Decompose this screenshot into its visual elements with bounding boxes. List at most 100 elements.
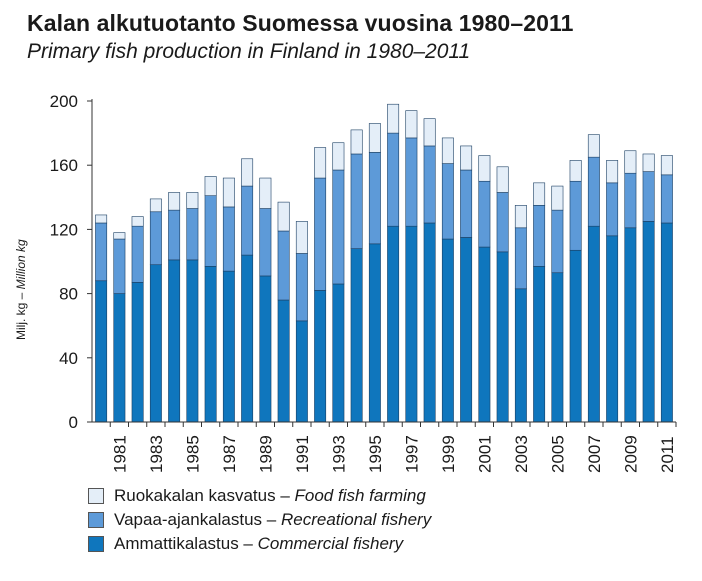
bar-2006-series-0 (569, 249, 582, 423)
bar-1995-series-0 (368, 243, 381, 423)
bar-1984-series-1 (168, 209, 181, 261)
bar-1990-series-1 (277, 230, 290, 301)
y-tick-label: 40 (59, 349, 78, 368)
bar-1991-series-1 (295, 253, 308, 322)
bar-1983-series-0 (149, 264, 162, 423)
chart-subtitle: Primary fish production in Finland in 19… (27, 40, 471, 63)
legend-swatch (88, 512, 104, 528)
bar-2005-series-1 (551, 209, 564, 274)
bar-1986-series-2 (204, 176, 217, 197)
y-tick-labels: 0 40 80 120 160 200 (50, 92, 78, 432)
bar-1987-series-2 (222, 177, 235, 208)
bar-2002-series-0 (496, 251, 509, 423)
legend-swatch (88, 536, 104, 552)
bar-1988-series-2 (241, 158, 254, 187)
legend-item: Ammattikalastus – Commercial fishery (88, 532, 431, 556)
y-tick-label: 160 (50, 156, 78, 175)
y-tick-marks (87, 100, 92, 423)
bar-1990-series-0 (277, 299, 290, 423)
bar-1982-series-0 (131, 282, 144, 423)
bar-2011-series-1 (660, 174, 673, 224)
legend-item: Vapaa-ajankalastus – Recreational fisher… (88, 508, 431, 532)
bar-2006-series-1 (569, 180, 582, 251)
bar-1992-series-2 (314, 147, 327, 179)
bar-1981-series-1 (113, 238, 126, 294)
legend-label-en: Recreational fishery (280, 510, 432, 529)
bar-1995-series-1 (368, 152, 381, 245)
bar-2000-series-1 (460, 169, 473, 238)
bar-1987-series-0 (222, 270, 235, 423)
bar-1994-series-0 (350, 248, 363, 423)
bar-2003-series-0 (514, 288, 527, 423)
bar-1983-series-2 (149, 198, 162, 213)
x-tick-label: 1987 (220, 435, 239, 473)
bar-1983-series-1 (149, 211, 162, 266)
bar-1994-series-2 (350, 129, 363, 155)
x-tick-label: 2009 (621, 435, 640, 473)
y-tick-label: 120 (50, 220, 78, 239)
bar-1984-series-0 (168, 259, 181, 423)
axes (91, 99, 677, 427)
x-tick-label: 1999 (439, 435, 458, 473)
legend-label-fi: Vapaa-ajankalastus (114, 510, 263, 529)
y-tick-label: 0 (69, 413, 78, 432)
bar-1981-series-2 (113, 232, 126, 240)
bar-1995-series-2 (368, 123, 381, 153)
legend-label-en: Food fish farming (294, 486, 426, 505)
bar-1996-series-0 (387, 225, 400, 423)
legend-item: Ruokakalan kasvatus – Food fish farming (88, 484, 431, 508)
bar-1991-series-0 (295, 320, 308, 423)
y-tick-label: 80 (59, 285, 78, 304)
bar-1999-series-2 (441, 137, 454, 164)
bar-1987-series-1 (222, 206, 235, 272)
legend-dash: – (238, 534, 258, 553)
bar-2011-series-2 (660, 155, 673, 176)
x-tick-label: 1995 (366, 435, 385, 473)
bar-1994-series-1 (350, 153, 363, 249)
bar-1981-series-0 (113, 293, 126, 423)
bar-2000-series-0 (460, 237, 473, 423)
bar-1992-series-1 (314, 177, 327, 291)
bar-1985-series-2 (186, 192, 199, 209)
legend-swatch (88, 488, 104, 504)
legend-label-fi: Ammattikalastus (114, 534, 239, 553)
bar-1999-series-1 (441, 163, 454, 240)
bar-2006-series-2 (569, 160, 582, 182)
bar-1984-series-2 (168, 192, 181, 211)
bar-2009-series-0 (624, 227, 637, 423)
bar-1998-series-1 (423, 145, 436, 224)
x-tick-label: 1997 (402, 435, 421, 473)
bar-1986-series-0 (204, 266, 217, 423)
x-tick-label: 2001 (475, 435, 494, 473)
chart-title: Kalan alkutuotanto Suomessa vuosina 1980… (27, 10, 574, 36)
bar-1980-series-0 (95, 280, 108, 423)
bar-1998-series-2 (423, 118, 436, 147)
bar-2001-series-1 (478, 180, 491, 248)
bar-1988-series-0 (241, 254, 254, 423)
bar-1993-series-2 (332, 142, 345, 171)
bar-1993-series-1 (332, 169, 345, 285)
x-tick-label: 1989 (256, 435, 275, 473)
bar-2010-series-1 (642, 171, 655, 222)
x-tick-label: 1985 (183, 435, 202, 473)
bar-2010-series-2 (642, 153, 655, 172)
bar-2008-series-2 (606, 160, 619, 184)
bar-2007-series-0 (587, 225, 600, 423)
bar-1985-series-0 (186, 259, 199, 423)
bar-2005-series-2 (551, 185, 564, 211)
bar-1989-series-1 (259, 208, 272, 277)
bar-2003-series-2 (514, 205, 527, 229)
bar-2011-series-0 (660, 222, 673, 423)
bar-1993-series-0 (332, 283, 345, 423)
bar-2004-series-0 (533, 266, 546, 423)
bar-1982-series-2 (131, 216, 144, 227)
legend-label-en: Commercial fishery (257, 534, 404, 553)
bar-2009-series-1 (624, 172, 637, 229)
x-tick-label: 2007 (585, 435, 604, 473)
x-tick-label: 1983 (147, 435, 166, 473)
bar-2009-series-2 (624, 150, 637, 174)
bar-1997-series-1 (405, 137, 418, 227)
bar-1990-series-2 (277, 201, 290, 232)
bar-2002-series-2 (496, 166, 509, 193)
